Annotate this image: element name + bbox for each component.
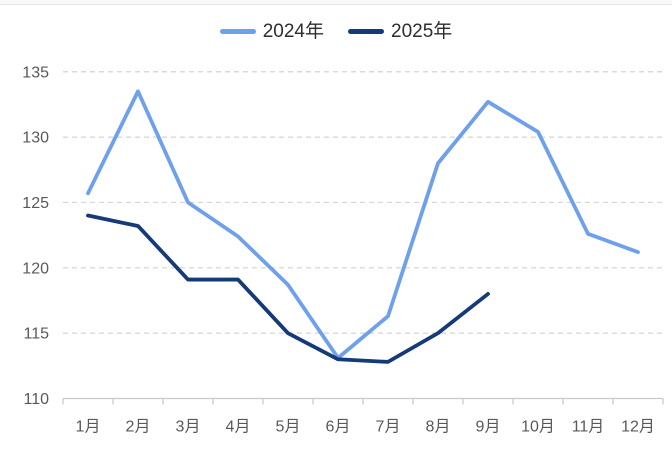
legend-item-2024[interactable]: 2024年 — [219, 21, 324, 42]
legend-label-2025: 2025年 — [391, 21, 453, 42]
y-tick-label-110: 110 — [23, 391, 49, 408]
x-tick-label-9: 9月 — [476, 419, 501, 436]
legend-item-2025[interactable]: 2025年 — [348, 22, 452, 41]
y-tick-label-130: 130 — [22, 130, 49, 147]
y-tick-label-135: 135 — [22, 64, 49, 81]
x-tick-label-8: 8月 — [426, 419, 451, 436]
x-tick-label-3: 3月 — [176, 419, 201, 436]
series-line-2024年[interactable] — [86, 89, 640, 360]
x-tick-label-5: 5月 — [276, 419, 301, 436]
legend-swatch-2024 — [219, 29, 256, 34]
chart-legend: 2024年 2025年 — [0, 22, 672, 41]
x-tick-label-2: 2月 — [126, 419, 151, 436]
y-tick-label-120: 120 — [22, 260, 49, 277]
x-tick-label-7: 7月 — [376, 419, 401, 436]
y-tick-label-115: 115 — [23, 326, 49, 343]
x-tick-label-12: 12月 — [621, 419, 655, 436]
y-tick-label-125: 125 — [22, 195, 49, 212]
x-tick-label-1: 1月 — [76, 419, 101, 436]
series-line-2025年[interactable] — [86, 213, 490, 364]
legend-label-2024: 2024年 — [262, 21, 324, 42]
x-tick-label-4: 4月 — [226, 419, 251, 436]
top-border-strip — [0, 0, 672, 5]
x-tick-label-10: 10月 — [521, 419, 555, 436]
x-tick-label-6: 6月 — [326, 419, 351, 436]
x-tick-label-11: 11月 — [572, 419, 605, 436]
legend-swatch-2025 — [348, 29, 384, 34]
